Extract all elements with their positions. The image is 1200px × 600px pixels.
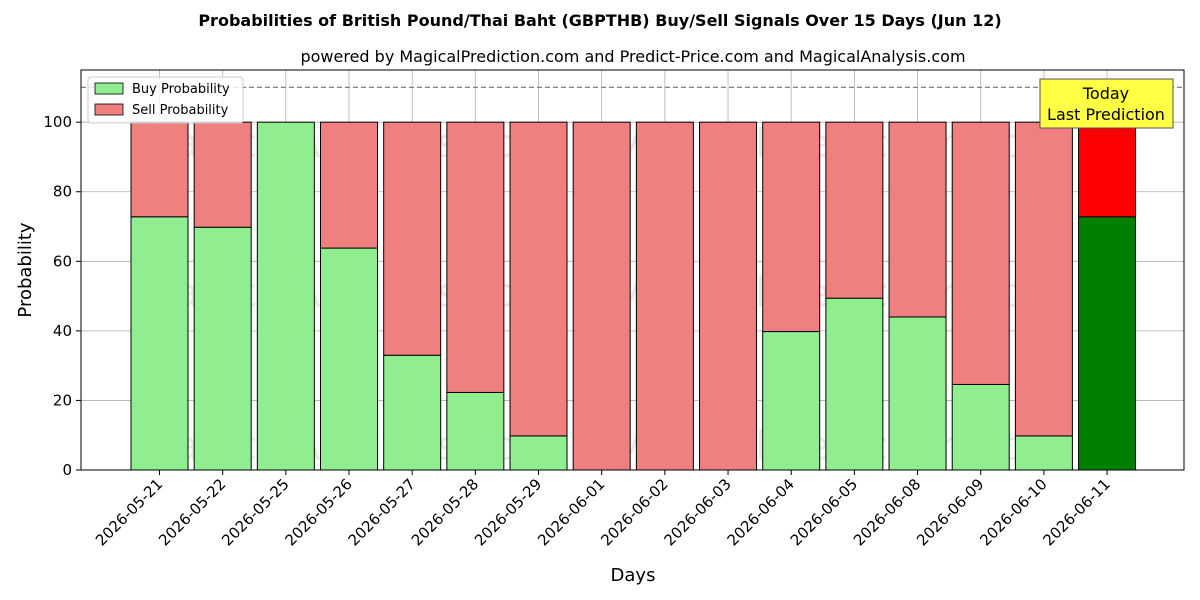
x-tick-label: 2026-05-28: [408, 475, 482, 549]
legend-swatch-buy: [94, 82, 124, 95]
legend-box: [87, 76, 244, 124]
today-annotation-box: [1039, 78, 1174, 129]
bar-sell: [888, 121, 947, 318]
y-axis-ticks: 0 20 40 60 80 100: [43, 113, 81, 479]
bar-buy: [1078, 216, 1137, 471]
bar-sell: [509, 121, 568, 437]
bar-sell: [383, 121, 442, 356]
y-axis-label: Probability: [15, 222, 36, 317]
bar-buy: [509, 435, 568, 471]
x-tick-label: 2026-05-22: [155, 475, 229, 549]
bar-buy: [193, 226, 252, 471]
chart-subtitle: powered by MagicalPrediction.com and Pre…: [300, 47, 965, 66]
x-tick-label: 2026-06-11: [1039, 475, 1113, 549]
y-tick-label: 40: [53, 322, 72, 340]
bar-sell: [635, 121, 694, 471]
bar-buy: [825, 297, 884, 471]
bar-sell: [951, 121, 1010, 385]
x-tick-label: 2026-05-25: [218, 475, 292, 549]
legend-swatch-sell: [94, 103, 124, 116]
chart-title: Probabilities of British Pound/Thai Baht…: [198, 11, 1001, 30]
y-tick-label: 60: [53, 252, 72, 270]
bar-sell: [762, 121, 821, 333]
bar-buy: [951, 383, 1010, 471]
x-tick-label: 2026-06-01: [534, 475, 608, 549]
plot-frame: [80, 69, 1185, 471]
bar-sell: [1078, 121, 1137, 218]
bar-sell: [193, 121, 252, 228]
bar-buy: [888, 316, 947, 471]
today-annotation-line2: Last Prediction: [1047, 105, 1165, 124]
legend-label-buy: Buy Probability: [132, 82, 230, 97]
bar-buy: [383, 354, 442, 471]
x-tick-label: 2026-06-04: [724, 475, 798, 549]
x-tick-label: 2026-06-08: [850, 475, 924, 549]
bar-buy: [446, 391, 505, 471]
bar-sell: [825, 121, 884, 299]
legend-label-sell: Sell Probability: [132, 103, 229, 118]
x-axis-ticks: 2026-05-212026-05-222026-05-252026-05-26…: [92, 470, 1114, 549]
bar-buy: [320, 247, 379, 471]
bar-buy: [256, 121, 315, 471]
x-tick-label: 2026-06-03: [660, 475, 734, 549]
x-tick-label: 2026-06-09: [913, 475, 987, 549]
x-tick-label: 2026-05-27: [345, 475, 419, 549]
x-tick-label: 2026-06-10: [976, 475, 1050, 549]
x-tick-label: 2026-06-02: [597, 475, 671, 549]
bar-sell: [699, 121, 758, 471]
y-tick-label: 0: [62, 461, 72, 479]
legend: Buy Probability Sell Probability: [87, 76, 244, 124]
x-tick-label: 2026-05-29: [471, 475, 545, 549]
bar-sell: [320, 121, 379, 249]
bar-buy: [762, 331, 821, 471]
x-axis-label: Days: [611, 565, 656, 586]
today-annotation-line1: Today: [1082, 84, 1129, 103]
x-tick-label: 2026-05-26: [281, 475, 355, 549]
bar-buy: [130, 216, 189, 471]
today-annotation: Today Last Prediction: [1039, 78, 1174, 129]
bars: [130, 121, 1137, 471]
bar-sell: [446, 121, 505, 393]
y-tick-label: 100: [43, 113, 72, 131]
y-tick-label: 20: [53, 391, 72, 409]
bar-sell: [572, 121, 631, 471]
bar-sell: [130, 121, 189, 218]
y-tick-label: 80: [53, 183, 72, 201]
bar-buy: [1014, 435, 1073, 471]
x-tick-label: 2026-06-05: [787, 475, 861, 549]
x-tick-label: 2026-05-21: [92, 475, 166, 549]
bar-sell: [1014, 121, 1073, 437]
